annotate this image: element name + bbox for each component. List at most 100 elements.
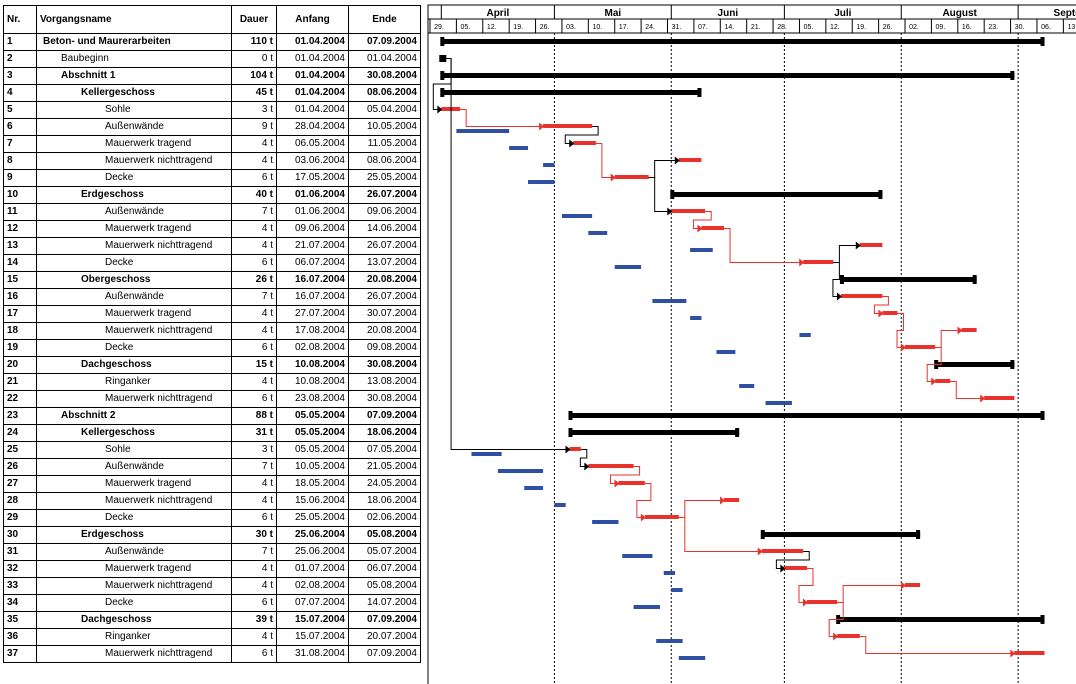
task-bar bbox=[671, 209, 706, 213]
link-arrowhead bbox=[931, 377, 937, 386]
table-row[interactable]: 33 Mauerwerk nichttragend 4 t 02.08.2004 05.… bbox=[3, 577, 421, 595]
link-arrowhead bbox=[667, 207, 673, 216]
baseline-bar bbox=[554, 503, 566, 507]
table-row[interactable]: 14 Decke 6 t 06.07.2004 13.07.2004 bbox=[3, 254, 421, 272]
link-arrowhead bbox=[980, 394, 986, 403]
week-label: 29. bbox=[434, 24, 444, 31]
baseline-bar bbox=[765, 401, 792, 405]
week-label: 31. bbox=[672, 24, 682, 31]
task-table: Nr. Vorgangsname Dauer Anfang Ende 1 Beto… bbox=[3, 5, 421, 663]
summary-bar bbox=[441, 73, 1015, 78]
task-end[interactable]: 07.09.2004 bbox=[348, 645, 421, 663]
task-bar bbox=[1014, 651, 1045, 655]
week-label: 06. bbox=[1041, 24, 1051, 31]
week-label: 05. bbox=[461, 24, 471, 31]
baseline-bar bbox=[652, 299, 687, 303]
baseline-bar bbox=[524, 486, 544, 490]
week-label: 30. bbox=[1015, 24, 1025, 31]
table-header: Nr. Vorgangsname Dauer Anfang Ende bbox=[3, 5, 421, 34]
dependency-link bbox=[678, 500, 722, 518]
link-arrowhead bbox=[878, 309, 884, 318]
week-label: 24. bbox=[645, 24, 655, 31]
dependency-link bbox=[564, 126, 599, 144]
baseline-bar bbox=[690, 248, 713, 252]
summary-bar bbox=[935, 362, 1015, 367]
column-header-end[interactable]: Ende bbox=[348, 5, 421, 34]
link-arrowhead bbox=[565, 445, 571, 454]
task-bar bbox=[701, 226, 725, 230]
task-end[interactable]: 05.08.2004 bbox=[348, 577, 421, 595]
month-label: April bbox=[486, 8, 509, 19]
table-row[interactable]: 3 Abschnitt 1 104 t 01.04.2004 30.08.2004 bbox=[3, 67, 421, 85]
table-row[interactable]: 6 Außenwände 9 t 28.04.2004 10.05.2004 bbox=[3, 118, 421, 136]
table-row[interactable]: 31 Außenwände 7 t 25.06.2004 05.07.2004 bbox=[3, 543, 421, 561]
baseline-bar bbox=[456, 129, 510, 133]
table-row[interactable]: 29 Decke 6 t 25.05.2004 02.06.2004 bbox=[3, 509, 421, 527]
dependency-link bbox=[648, 177, 669, 212]
week-label: 13. bbox=[1067, 24, 1076, 31]
dependency-link bbox=[460, 109, 541, 127]
dependency-link bbox=[579, 449, 588, 467]
task-end[interactable]: 05.07.2004 bbox=[348, 543, 421, 561]
table-row[interactable]: 36 Ringanker 4 t 15.07.2004 20.07.2004 bbox=[3, 628, 421, 646]
link-arrowhead bbox=[803, 598, 808, 607]
table-row[interactable]: 20 Dachgeschoss 15 t 10.08.2004 30.08.2004 bbox=[3, 356, 421, 374]
task-start[interactable]: 31.08.2004 bbox=[276, 645, 349, 663]
summary-bar-start bbox=[568, 428, 573, 437]
link-arrowhead bbox=[610, 173, 616, 182]
table-row[interactable]: 37 Mauerwerk nichttragend 6 t 31.08.2004 07.… bbox=[3, 645, 421, 663]
table-row[interactable]: 1 Beton- und Maurerarbeiten 110 t 01.04.200… bbox=[3, 33, 421, 51]
table-row[interactable]: 34 Decke 6 t 07.07.2004 14.07.2004 bbox=[3, 594, 421, 612]
table-row[interactable]: 30 Erdgeschoss 30 t 25.06.2004 05.08.2004 bbox=[3, 526, 421, 544]
table-row[interactable]: 17 Mauerwerk tragend 4 t 27.07.2004 30.07.20… bbox=[3, 305, 421, 323]
table-row[interactable]: 21 Ringanker 4 t 10.08.2004 13.08.2004 bbox=[3, 373, 421, 391]
link-arrowhead bbox=[855, 241, 861, 250]
dependency-link bbox=[833, 245, 857, 263]
dependency-link bbox=[445, 58, 567, 450]
link-arrowhead bbox=[614, 479, 620, 488]
table-row[interactable]: 18 Mauerwerk nichttragend 4 t 17.08.2004 20.… bbox=[3, 322, 421, 340]
dependency-link bbox=[828, 602, 844, 637]
link-arrowhead bbox=[757, 547, 763, 556]
month-label: Juli bbox=[834, 8, 851, 19]
summary-bar-end bbox=[1010, 71, 1015, 80]
week-label: 16. bbox=[962, 24, 972, 31]
baseline-bar bbox=[497, 469, 544, 473]
dependency-link bbox=[432, 58, 452, 110]
table-row[interactable]: 7 Mauerwerk tragend 4 t 06.05.2004 11.05.200… bbox=[3, 135, 421, 153]
milestone-marker bbox=[439, 55, 447, 62]
week-label: 14. bbox=[724, 24, 734, 31]
table-row[interactable]: 2 Baubeginn 0 t 01.04.2004 01.04.2004 bbox=[3, 50, 421, 68]
task-bar bbox=[614, 175, 649, 179]
baseline-bar bbox=[509, 146, 529, 150]
task-bar bbox=[618, 481, 645, 485]
summary-bar bbox=[840, 277, 977, 282]
summary-bar-end bbox=[972, 275, 977, 284]
task-bar bbox=[784, 566, 807, 570]
summary-bar-start bbox=[440, 88, 445, 97]
task-bar bbox=[588, 464, 634, 468]
baseline-bar bbox=[588, 231, 608, 235]
table-row[interactable]: 12 Mauerwerk tragend 4 t 09.06.2004 14.06.20… bbox=[3, 220, 421, 238]
link-arrowhead bbox=[720, 496, 726, 505]
column-header-nr[interactable]: Nr. bbox=[3, 5, 37, 34]
dependency-link bbox=[610, 466, 641, 484]
task-bar bbox=[961, 328, 977, 332]
baseline-bar bbox=[633, 605, 660, 609]
month-label: Mai bbox=[605, 8, 622, 19]
table-row[interactable]: 24 Kellergeschoss 31 t 05.05.2004 18.06.2004 bbox=[3, 424, 421, 442]
summary-bar-end bbox=[1040, 411, 1045, 420]
table-row[interactable]: 5 Sohle 3 t 01.04.2004 05.04.2004 bbox=[3, 101, 421, 119]
week-label: 19. bbox=[513, 24, 523, 31]
task-bar bbox=[984, 396, 1015, 400]
table-row[interactable]: 23 Abschnitt 2 88 t 05.05.2004 07.09.2004 bbox=[3, 407, 421, 425]
summary-bar-start bbox=[670, 190, 675, 199]
summary-bar-start bbox=[440, 37, 445, 46]
dependency-link bbox=[859, 636, 1012, 654]
task-nr[interactable]: 37 bbox=[3, 645, 37, 663]
task-bar bbox=[761, 549, 804, 553]
table-row[interactable]: 22 Mauerwerk nichttragend 6 t 23.08.2004 30.… bbox=[3, 390, 421, 408]
week-label: 09. bbox=[936, 24, 946, 31]
summary-bar bbox=[569, 430, 740, 435]
dependency-link bbox=[950, 381, 982, 399]
